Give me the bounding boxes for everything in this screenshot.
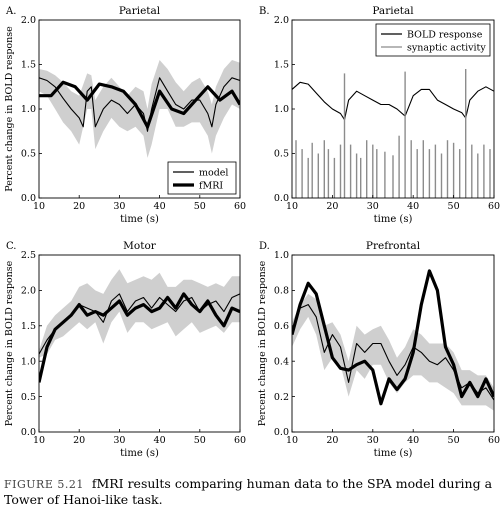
plot-area: [292, 269, 494, 411]
legend-box: [167, 161, 237, 195]
axes-frame: [291, 254, 495, 433]
legend-label: BOLD response: [407, 30, 483, 41]
x-tick-label: 40: [407, 435, 419, 446]
y-tick-label: 0.2: [274, 392, 289, 403]
y-tick-label: 0.0: [21, 427, 36, 438]
x-axis-label: time (s): [120, 448, 159, 459]
plot-area: [292, 69, 494, 198]
x-tick-label: 60: [488, 435, 500, 446]
caption-text: fMRI results comparing human data to the…: [4, 476, 493, 507]
x-tick-label: 50: [194, 435, 206, 446]
x-tick-label: 20: [326, 201, 338, 212]
y-tick-label: 0.0: [21, 193, 36, 204]
axes-frame: [38, 254, 241, 433]
panel-letter: D.: [259, 241, 270, 252]
legend-box: [375, 23, 491, 57]
plot-area: [39, 269, 240, 383]
y-tick-label: 0.4: [274, 356, 289, 367]
y-axis-label: Percent change in BOLD response: [257, 260, 268, 426]
panel-d: D. Prefrontal 10 20 30 40 50 60 0.0 0.2 0.4 0.6 0.8 1…: [257, 240, 500, 459]
panel-title: Parietal: [372, 5, 414, 17]
x-tick-label: 30: [113, 201, 125, 212]
legend: model fMRI: [167, 161, 237, 195]
series-fmri: [292, 269, 494, 406]
y-tick-label: 0.5: [21, 392, 36, 403]
figure: A. Parietal 10 20 30 40 50 60 0.0 0.5 1.0 1.5 2.0 tim…: [4, 5, 500, 459]
y-tick-label: 1.0: [274, 250, 289, 261]
y-tick-label: 0.6: [274, 321, 289, 332]
legend-label: synaptic activity: [407, 43, 486, 54]
x-axis-label: time (s): [120, 214, 159, 225]
caption-label: FIGURE 5.21: [4, 478, 84, 491]
panel-letter: B.: [259, 6, 270, 17]
y-tick-label: 1.5: [274, 60, 289, 71]
panel-a: A. Parietal 10 20 30 40 50 60 0.0 0.5 1.0 1.5 2.0 tim…: [4, 5, 246, 225]
x-axis-label: time (s): [374, 214, 413, 225]
figure-caption: FIGURE 5.21 fMRI results comparing human…: [4, 476, 496, 507]
legend-label: model: [199, 168, 228, 179]
x-tick-label: 40: [154, 201, 166, 212]
x-tick-label: 50: [448, 201, 460, 212]
y-tick-label: 0.8: [274, 286, 289, 297]
x-tick-label: 30: [367, 201, 379, 212]
x-tick-label: 20: [73, 201, 85, 212]
panel-title: Motor: [123, 240, 157, 252]
legend: BOLD response synaptic activity: [375, 23, 491, 57]
x-tick-label: 60: [234, 201, 246, 212]
y-tick-label: 1.5: [21, 321, 36, 332]
y-tick-label: 2.0: [21, 286, 36, 297]
x-tick-label: 20: [73, 435, 85, 446]
confidence-band: [39, 269, 240, 358]
series-fmri: [39, 80, 240, 129]
x-tick-label: 40: [407, 201, 419, 212]
panel-title: Parietal: [119, 5, 161, 17]
y-tick-label: 1.0: [274, 104, 289, 115]
y-tick-label: 0.5: [274, 149, 289, 160]
y-tick-label: 2.0: [21, 15, 36, 26]
y-tick-label: 0.0: [274, 193, 289, 204]
x-tick-label: 50: [194, 201, 206, 212]
x-tick-label: 50: [448, 435, 460, 446]
plot-area: [39, 60, 240, 158]
panel-title: Prefrontal: [366, 240, 421, 252]
series-fmri: [39, 292, 240, 383]
y-tick-label: 0.5: [21, 149, 36, 160]
x-tick-label: 10: [286, 201, 298, 212]
x-tick-label: 20: [326, 435, 338, 446]
panel-letter: C.: [6, 241, 16, 252]
x-tick-label: 60: [234, 435, 246, 446]
y-axis-label: Percent change in BOLD response: [4, 260, 15, 426]
y-tick-label: 1.0: [21, 356, 36, 367]
x-tick-label: 60: [488, 201, 500, 212]
y-tick-label: 0.0: [274, 427, 289, 438]
panel-b: B. Parietal 10 20 30 40 50 60 0.0 0.5 1.0 1.5 2.0 tim…: [259, 5, 500, 225]
legend-label: fMRI: [199, 181, 223, 192]
x-axis-label: time (s): [374, 448, 413, 459]
x-tick-label: 10: [33, 435, 45, 446]
panel-letter: A.: [5, 6, 16, 17]
x-tick-label: 10: [286, 435, 298, 446]
y-tick-label: 2.0: [274, 15, 289, 26]
y-tick-label: 2.5: [21, 250, 36, 261]
y-tick-label: 1.5: [21, 60, 36, 71]
y-axis-label: Percent change in BOLD response: [4, 26, 15, 192]
x-tick-label: 10: [33, 201, 45, 212]
confidence-band: [292, 293, 494, 411]
x-tick-label: 40: [154, 435, 166, 446]
y-tick-label: 1.0: [21, 104, 36, 115]
x-tick-label: 30: [367, 435, 379, 446]
series-bold-response: [292, 81, 494, 121]
x-tick-label: 30: [113, 435, 125, 446]
panel-c: C. Motor 10 20 30 40 50 60 0.0 0.5 1.0 1.5 2.0 2.5 tim…: [4, 240, 246, 459]
